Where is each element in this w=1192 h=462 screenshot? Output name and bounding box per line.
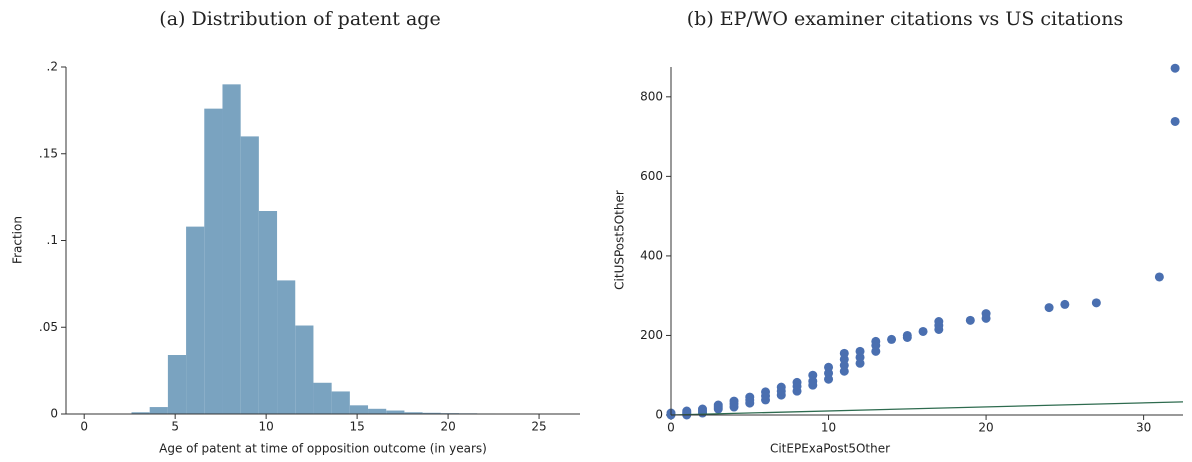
- point: [1170, 63, 1180, 73]
- point: [934, 317, 944, 327]
- point: [1060, 299, 1070, 309]
- chart-title: (a) Distribution of patent age: [159, 8, 440, 30]
- point: [761, 387, 771, 397]
- y-tick-label: .15: [39, 146, 58, 160]
- point: [1154, 272, 1164, 282]
- bar: [222, 84, 241, 414]
- y-tick-label: 800: [640, 89, 663, 103]
- y-tick-label: 0: [655, 408, 663, 422]
- chart-title: (b) EP/WO examiner citations vs US citat…: [687, 8, 1123, 30]
- point: [776, 382, 786, 392]
- y-axis-label: CitUSPost5Other: [613, 190, 627, 290]
- point: [729, 396, 739, 406]
- x-tick-label: 5: [171, 420, 179, 434]
- y-axis-label: Fraction: [11, 216, 25, 264]
- point: [965, 315, 975, 325]
- point: [918, 326, 928, 336]
- point: [1044, 303, 1054, 313]
- bar: [404, 412, 423, 414]
- y-tick-label: .05: [39, 320, 58, 334]
- point: [792, 377, 802, 387]
- y-tick-label: .2: [47, 60, 58, 74]
- x-axis-label: CitEPExaPost5Other: [770, 442, 890, 456]
- x-tick-label: 15: [349, 420, 364, 434]
- point: [1170, 116, 1180, 126]
- point: [1091, 298, 1101, 308]
- x-tick-label: 10: [259, 420, 274, 434]
- fit-line: [670, 401, 1184, 416]
- bar: [258, 211, 278, 414]
- y-tick-label: .1: [47, 233, 58, 247]
- point: [871, 336, 881, 346]
- bar: [368, 408, 387, 414]
- point: [698, 404, 708, 414]
- point: [855, 346, 865, 356]
- x-tick-label: 0: [667, 421, 675, 435]
- x-tick-label: 0: [80, 420, 88, 434]
- x-tick-label: 25: [531, 420, 546, 434]
- point: [682, 406, 692, 416]
- x-tick-label: 20: [978, 421, 993, 435]
- y-tick-label: 200: [640, 328, 663, 342]
- bar: [331, 391, 350, 414]
- y-tick-label: 0: [50, 407, 58, 421]
- bar: [422, 412, 441, 414]
- bar: [167, 355, 187, 414]
- bar: [295, 325, 314, 414]
- bar: [186, 226, 205, 414]
- x-tick-label: 30: [1136, 421, 1151, 435]
- point: [887, 334, 897, 344]
- bar: [204, 108, 223, 414]
- bar: [277, 280, 296, 414]
- point: [713, 400, 723, 410]
- point: [839, 348, 849, 358]
- bar: [131, 412, 150, 414]
- x-axis-label: Age of patent at time of opposition outc…: [159, 442, 487, 456]
- y-tick-label: 400: [640, 248, 663, 262]
- point: [824, 362, 834, 372]
- y-tick-label: 600: [640, 169, 663, 183]
- point: [745, 392, 755, 402]
- bar: [349, 405, 369, 414]
- bar: [313, 382, 332, 414]
- bar: [149, 407, 168, 414]
- bar: [386, 410, 405, 414]
- point: [902, 330, 912, 340]
- x-tick-label: 20: [440, 420, 455, 434]
- point: [808, 370, 818, 380]
- point: [981, 309, 991, 319]
- x-tick-label: 10: [821, 421, 836, 435]
- bar: [240, 136, 259, 414]
